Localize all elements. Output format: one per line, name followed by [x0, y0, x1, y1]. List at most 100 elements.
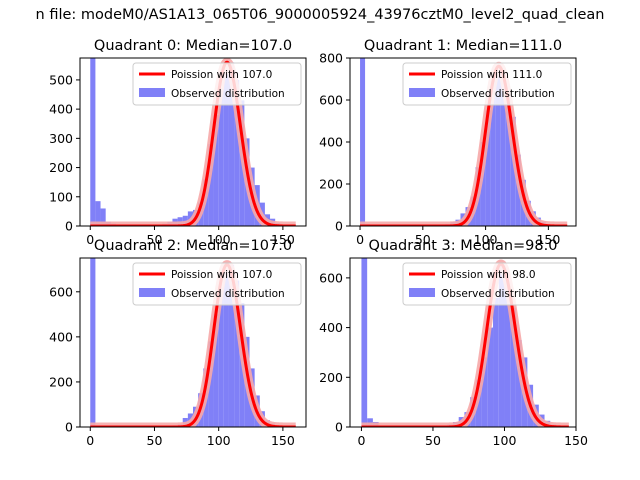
histogram-bar [480, 142, 486, 226]
axes-frame [349, 257, 577, 428]
legend-swatch-observed [139, 88, 165, 97]
y-tick-label: 400 [319, 320, 343, 335]
y-tick-label: 400 [49, 102, 73, 117]
plot-area [86, 258, 300, 427]
legend-swatch-observed [409, 288, 435, 297]
y-tick-label: 0 [65, 219, 73, 234]
histogram-bar [490, 81, 496, 226]
histogram-bar [234, 79, 240, 226]
y-tick-label: 0 [335, 420, 343, 435]
x-tick-label: 50 [425, 433, 441, 448]
histogram-bar [208, 144, 214, 226]
plot-area [357, 258, 573, 427]
legend-label-poisson: Poission with 107.0 [171, 269, 272, 281]
legend-swatch-observed [139, 288, 165, 297]
x-tick-label: 50 [147, 232, 163, 247]
histogram-bar [515, 340, 522, 427]
legend-label-observed: Observed distribution [441, 288, 555, 300]
poisson-curve [359, 64, 569, 226]
y-tick-label: 0 [335, 219, 343, 234]
legend-box [132, 62, 302, 106]
legend-box [402, 62, 572, 106]
y-tick-label: 400 [49, 329, 73, 344]
panel-title: Quadrant 1: Median=111.0 [364, 38, 562, 54]
x-tick-label: 100 [493, 433, 517, 448]
x-tick-label: 100 [207, 433, 231, 448]
histogram-bar [475, 379, 482, 427]
histogram-bar [223, 271, 229, 427]
panel-title: Quadrant 3: Median=98.0 [369, 238, 558, 254]
histogram-bar [95, 201, 101, 226]
y-tick-label: 200 [49, 374, 73, 389]
histogram-bar [234, 280, 240, 427]
y-tick-label: 300 [49, 131, 73, 146]
legend-label-observed: Observed distribution [441, 88, 555, 100]
histogram-bar [100, 208, 106, 226]
y-tick-label: 0 [65, 420, 73, 435]
x-tick-label: 50 [415, 232, 431, 247]
histogram-bar [208, 341, 214, 427]
legend-box [402, 262, 572, 306]
histogram-bar [487, 327, 494, 427]
poisson-curve [89, 60, 297, 226]
poisson-curve [89, 263, 297, 427]
y-tick-label: 200 [49, 160, 73, 175]
legend-swatch-observed [409, 88, 435, 97]
y-tick-label: 200 [319, 370, 343, 385]
histogram-bar [228, 62, 235, 226]
y-tick-label: 400 [319, 135, 343, 150]
y-tick-label: 600 [319, 93, 343, 108]
x-tick-label: 100 [207, 232, 231, 247]
histogram-bar [510, 116, 516, 226]
histogram-bar [213, 114, 219, 226]
chart-panel-0: 0 50 100 150 0 100 200 300 400 500 Quadrant 0: Med… [49, 38, 307, 247]
x-tick-label: 150 [536, 232, 560, 247]
histogram-bar [360, 58, 366, 226]
legend: Poission with 107.0 Observed distribution [132, 62, 302, 106]
histogram-bar [218, 287, 224, 427]
legend-label-observed: Observed distribution [171, 88, 285, 100]
y-tick-label: 500 [49, 72, 73, 87]
histogram-bar [505, 95, 511, 226]
plot-area [356, 58, 572, 226]
legend: Poission with 98.0 Observed distribution [402, 262, 572, 306]
x-tick-label: 0 [86, 433, 94, 448]
panel-title: Quadrant 2: Median=107.0 [94, 238, 292, 254]
axes-frame [79, 57, 307, 227]
histogram-bar [90, 258, 96, 427]
histogram-bar [90, 58, 96, 226]
histogram-bar [500, 79, 506, 226]
histogram-bar [495, 66, 501, 226]
histogram-bar [510, 307, 516, 427]
x-tick-label: 150 [564, 433, 588, 448]
legend: Poission with 107.0 Observed distribution [132, 262, 302, 306]
legend-box [132, 262, 302, 306]
legend-label-poisson: Poission with 107.0 [171, 69, 272, 81]
plot-area [86, 58, 300, 226]
panel-title: Quadrant 0: Median=107.0 [94, 38, 292, 54]
x-tick-label: 150 [271, 433, 295, 448]
x-tick-label: 0 [86, 232, 94, 247]
histogram-bar [493, 297, 499, 427]
chart-panel-3: 0 50 100 150 0 200 400 600 Quadrant 3: Median=98… [319, 238, 588, 448]
legend-label-poisson: Poission with 98.0 [441, 269, 536, 281]
poisson-curve [360, 262, 570, 427]
x-tick-label: 100 [474, 232, 498, 247]
x-tick-label: 50 [147, 433, 163, 448]
histogram-bar [223, 74, 229, 226]
histogram-bar [504, 277, 511, 427]
chart-panel-2: 0 50 100 150 0 200 400 600 Quadrant 2: Median=10… [49, 238, 307, 448]
histogram-bar [485, 110, 491, 226]
x-tick-label: 0 [356, 232, 364, 247]
histogram-bar [228, 264, 235, 427]
y-tick-label: 100 [49, 189, 73, 204]
legend: Poission with 111.0 Observed distribution [402, 62, 572, 106]
histogram-bar [498, 265, 505, 427]
x-tick-label: 0 [357, 433, 365, 448]
histogram-bar [218, 88, 224, 226]
axes-frame [79, 257, 307, 428]
y-tick-label: 800 [319, 51, 343, 66]
x-tick-label: 150 [271, 232, 295, 247]
